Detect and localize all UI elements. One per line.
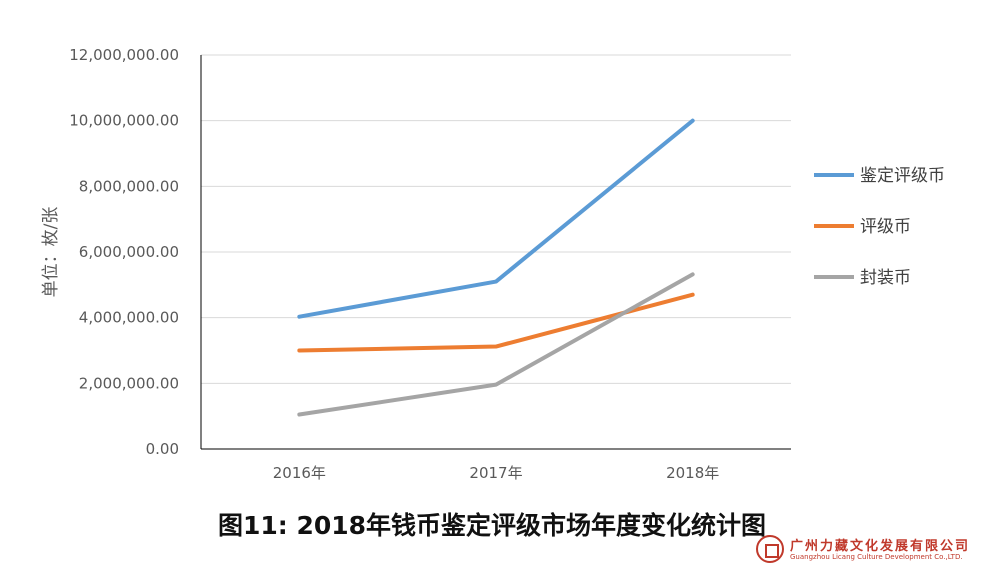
y-tick-label: 8,000,000.00 (79, 177, 179, 195)
y-tick-label: 12,000,000.00 (69, 46, 179, 64)
y-tick-label: 4,000,000.00 (79, 309, 179, 327)
company-logo: 广州力藏文化发展有限公司 Guangzhou Licang Culture De… (756, 533, 978, 567)
y-axis-label: 单位：枚/张 (41, 207, 61, 298)
series-line-1 (297, 118, 695, 319)
x-tick-label: 2016年 (273, 464, 326, 482)
y-tick-label: 2,000,000.00 (79, 374, 179, 392)
company-seal-icon (756, 535, 784, 563)
company-name-cn: 广州力藏文化发展有限公司 (790, 539, 971, 554)
series-line-2 (297, 292, 695, 353)
legend-label: 鉴定评级币 (860, 166, 945, 186)
y-tick-label: 0.00 (146, 440, 179, 458)
y-tick-label: 10,000,000.00 (69, 112, 179, 130)
tick-labels: 0.00 2,000,000.00 4,000,000.00 6,000,000.00… (69, 46, 719, 482)
series-line-3 (297, 272, 695, 417)
y-tick-label: 6,000,000.00 (79, 243, 179, 261)
company-name-en: Guangzhou Licang Culture Development Co.… (790, 553, 963, 561)
axes (200, 55, 791, 450)
legend-label: 封装币 (860, 268, 911, 288)
legend-label: 评级币 (860, 217, 911, 237)
gridlines (201, 54, 791, 384)
chart-title: 图11: 2018年钱币鉴定评级市场年度变化统计图 (217, 511, 767, 540)
x-tick-label: 2017年 (469, 464, 522, 482)
series-lines (297, 118, 695, 417)
line-chart: 0.00 2,000,000.00 4,000,000.00 6,000,000.00… (41, 46, 945, 482)
x-tick-label: 2018年 (666, 464, 719, 482)
